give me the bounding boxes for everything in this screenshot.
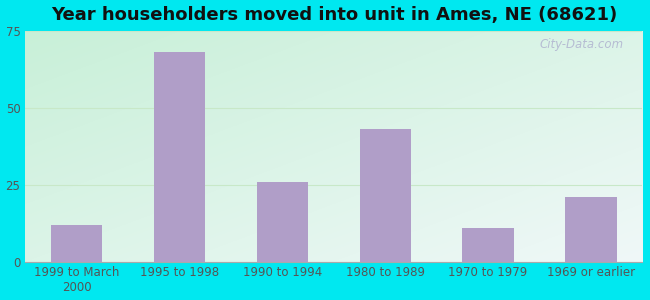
Bar xyxy=(51,225,103,262)
Bar xyxy=(257,182,308,262)
Text: City-Data.com: City-Data.com xyxy=(540,38,624,51)
Title: Year householders moved into unit in Ames, NE (68621): Year householders moved into unit in Ame… xyxy=(51,6,617,24)
Bar xyxy=(462,228,514,262)
Bar xyxy=(359,129,411,262)
Bar xyxy=(154,52,205,262)
Bar xyxy=(566,197,617,262)
